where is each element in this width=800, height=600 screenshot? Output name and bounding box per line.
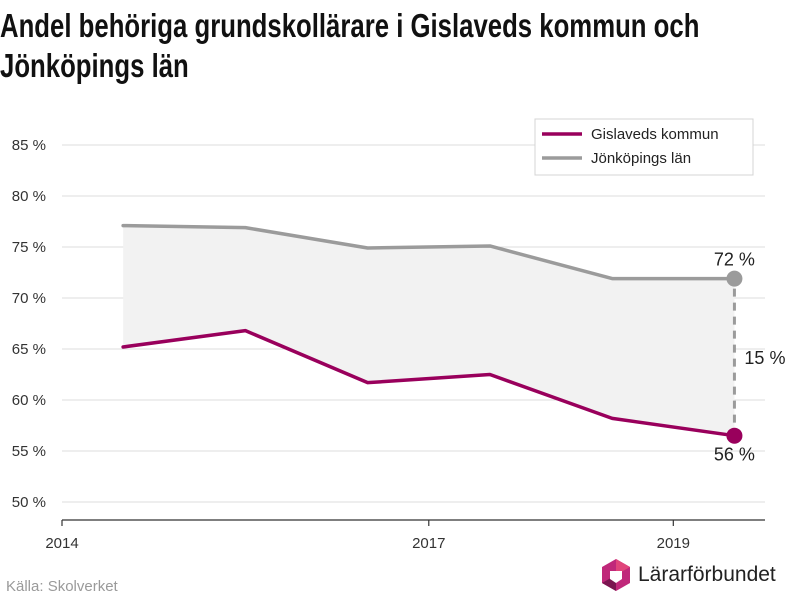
band-layer — [123, 225, 735, 436]
series-line-gislaved — [121, 328, 737, 438]
brand-logo: Lärarförbundet — [600, 556, 776, 594]
x-tick-label: 2019 — [657, 535, 690, 552]
y-tick-label: 80 % — [12, 188, 46, 205]
x-tick-label: 2014 — [45, 535, 78, 552]
brand-name: Lärarförbundet — [638, 563, 776, 586]
series-layer — [121, 223, 737, 438]
title-line-1: Andel behöriga grundskollärare i Gislave… — [0, 7, 700, 44]
title-line-2: Jönköpings län — [0, 47, 189, 84]
gap-label: 15 % — [744, 348, 785, 368]
legend[interactable]: Gislaveds kommun Jönköpings län — [534, 118, 754, 176]
annotation-layer: 72 % 56 % 15 % — [714, 250, 786, 465]
legend-label-gislaved: Gislaveds kommun — [591, 126, 719, 143]
y-tick-label: 55 % — [12, 443, 46, 460]
chart-title: Andel behöriga grundskollärare i Gislave… — [0, 6, 700, 86]
axis-layer: 50 % 55 % 60 % 65 % 70 % 75 % 80 % 85 % 2014 2017… — [12, 137, 765, 552]
end-point-gislaved — [726, 427, 743, 444]
legend-label-jonkoping: Jönköpings län — [591, 150, 691, 167]
brand-hexagon-icon — [602, 559, 630, 591]
y-tick-label: 85 % — [12, 137, 46, 154]
y-tick-label: 75 % — [12, 239, 46, 256]
legend-box — [534, 118, 754, 176]
x-tick-label: 2017 — [412, 535, 445, 552]
source-note: Källa: Skolverket — [6, 578, 118, 595]
end-label-gislaved: 56 % — [714, 445, 755, 465]
series-line-jonkoping — [121, 223, 737, 281]
gap-band — [123, 225, 735, 436]
y-tick-label: 50 % — [12, 494, 46, 511]
y-tick-label: 65 % — [12, 341, 46, 358]
end-point-jonkoping — [726, 270, 743, 287]
y-tick-label: 60 % — [12, 392, 46, 409]
end-label-jonkoping: 72 % — [714, 250, 755, 270]
y-tick-label: 70 % — [12, 290, 46, 307]
